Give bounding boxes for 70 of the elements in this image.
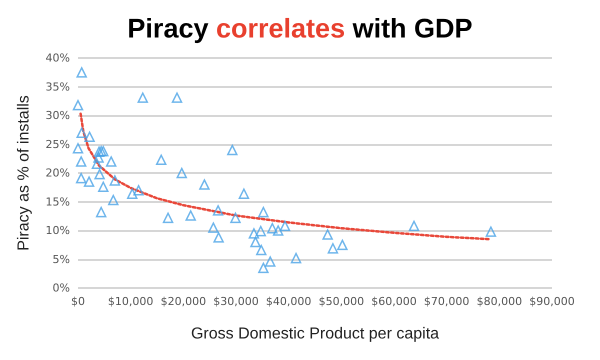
- x-tick-label: $10,000: [108, 295, 154, 308]
- point: [248, 228, 260, 239]
- point: [290, 252, 302, 264]
- point: [258, 206, 269, 218]
- x-tick-label: $60,000: [371, 295, 417, 308]
- y-axis-title: Piracy as % of installs: [16, 95, 32, 251]
- chart-title: Piracy correlates with GDP: [127, 14, 473, 44]
- x-tick-label: $90,000: [529, 295, 575, 308]
- point: [76, 172, 86, 184]
- y-tick-label: 20%: [46, 166, 70, 180]
- point: [94, 168, 105, 180]
- point: [72, 100, 84, 110]
- x-tick-label: $30,000: [213, 295, 259, 308]
- point: [256, 244, 267, 256]
- point: [227, 144, 238, 156]
- point: [162, 212, 174, 224]
- x-tick-label: $50,000: [318, 295, 364, 308]
- point: [76, 128, 87, 138]
- point: [337, 240, 348, 250]
- y-tick-label: 0%: [52, 282, 70, 294]
- point: [84, 176, 94, 187]
- point: [92, 158, 102, 170]
- point: [328, 243, 338, 254]
- point: [133, 185, 144, 196]
- point: [98, 182, 109, 192]
- point: [258, 262, 269, 274]
- y-tick-label: 25%: [46, 138, 70, 151]
- point: [212, 205, 224, 216]
- point: [256, 226, 266, 236]
- x-tick-label: $40,000: [266, 295, 312, 308]
- point: [230, 212, 241, 224]
- x-tick-label: $20,000: [160, 295, 206, 308]
- point: [280, 220, 290, 232]
- x-axis-title: Gross Domestic Product per capita: [190, 326, 440, 342]
- point: [126, 188, 138, 199]
- x-tick-label: $70,000: [424, 295, 470, 308]
- y-tick-label: 15%: [46, 195, 70, 208]
- point: [76, 67, 87, 78]
- point: [138, 92, 148, 103]
- point: [213, 232, 224, 243]
- point: [72, 143, 84, 154]
- point: [264, 256, 276, 267]
- point: [250, 236, 261, 248]
- point: [238, 188, 250, 199]
- point: [199, 179, 210, 190]
- point: [108, 194, 119, 206]
- x-tick-label: $80,000: [476, 295, 522, 308]
- point: [185, 210, 196, 221]
- y-tick-label: 30%: [46, 109, 70, 122]
- point: [96, 206, 106, 218]
- y-tick-label: 5%: [52, 252, 70, 266]
- point: [98, 146, 109, 156]
- y-tick-label: 35%: [46, 80, 70, 94]
- point: [84, 132, 95, 142]
- point: [110, 175, 120, 186]
- point: [267, 222, 278, 234]
- point: [322, 229, 333, 240]
- point: [172, 92, 182, 103]
- point: [106, 156, 116, 167]
- y-tick-label: 10%: [46, 224, 70, 237]
- point: [408, 220, 420, 232]
- point: [272, 225, 284, 236]
- point: [93, 152, 104, 163]
- y-tick-label: 40%: [46, 52, 70, 64]
- point: [208, 222, 219, 233]
- point: [156, 154, 166, 166]
- point: [486, 226, 496, 237]
- x-tick-label: $0: [71, 295, 85, 308]
- point: [76, 156, 86, 167]
- point: [176, 168, 188, 178]
